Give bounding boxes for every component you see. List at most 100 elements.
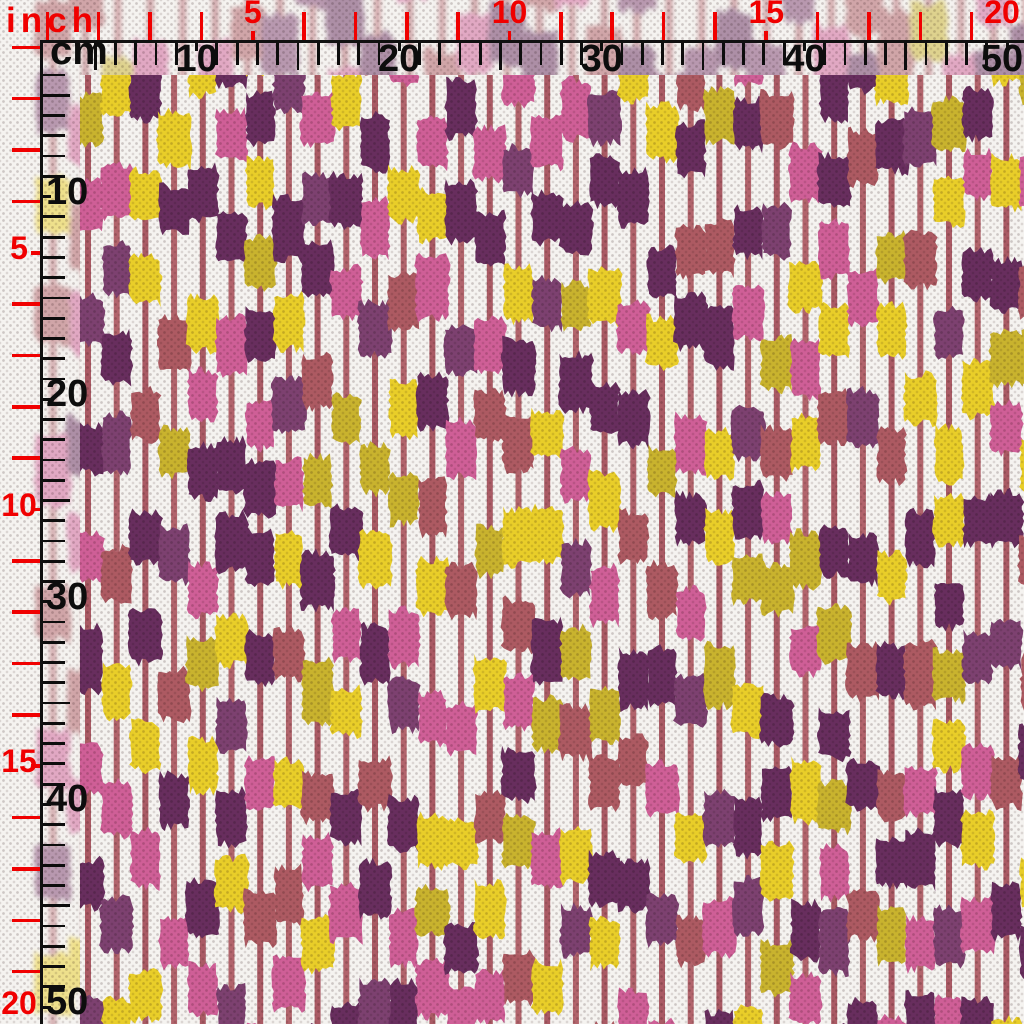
cm-number-40: 40 [783,38,826,80]
inch-tick-4 [199,12,204,40]
cm-tick-left-41 [43,823,65,827]
cm-tick-31 [620,43,624,65]
inch-tick-left-9 [12,456,40,460]
cm-tick-28 [559,43,563,65]
cm-tick-10 [195,43,199,51]
cm-tick-left-32 [43,640,65,644]
cm-tick-left-34 [43,681,65,685]
cm-tick-42 [843,43,847,65]
cm-tick-left-39 [43,782,65,786]
inch-number-left-20: 20 [1,985,37,1021]
cm-tick-7 [134,43,138,65]
cm-tick-left-9 [43,174,65,178]
cm-tick-left-5 [43,93,70,97]
cm-tick-left-29 [43,580,65,583]
cm-tick-20 [397,43,401,51]
inch-tick-left-11 [12,559,40,563]
cm-tick-left-22 [43,438,65,442]
cm-tick-23 [458,43,462,65]
cm-tick-48 [965,43,968,65]
cm-tick-17 [337,43,340,65]
cm-tick-33 [661,43,664,65]
cm-tick-left-14 [43,276,65,280]
cm-tick-left-40 [43,802,51,806]
cm-tick-22 [438,43,442,65]
cm-tick-left-49 [43,985,65,989]
cm-number-10: 10 [175,38,218,80]
inch-tick-15 [764,31,769,40]
cm-tick-38 [762,43,766,65]
cm-tick-47 [944,43,948,65]
fabric-pattern-area [80,75,1024,1024]
cm-tick-34 [681,43,685,65]
cm-tick-left-44 [43,884,65,887]
inch-tick-17 [867,12,871,40]
cm-number-30: 30 [580,38,623,80]
inch-tick-10 [507,31,512,40]
ruler-left-line [40,40,43,1024]
inch-number-20: 20 [984,0,1020,30]
inch-tick-13 [661,12,666,40]
inch-tick-left-15 [31,764,40,769]
cm-tick-left-47 [43,944,65,948]
cm-tick-36 [721,43,725,65]
cm-tick-left-45 [43,904,70,908]
cm-tick-24 [478,43,482,65]
inch-number-left-15: 15 [1,743,37,780]
inch-number-10: 10 [491,0,528,30]
inch-number-left-10: 10 [1,486,37,523]
cm-number-left-50: 50 [46,981,89,1023]
cm-tick-left-18 [43,357,65,361]
inch-tick-left-5 [31,250,40,255]
cm-tick-15 [296,43,300,70]
cm-tick-left-37 [43,742,65,746]
cm-tick-left-35 [43,701,70,705]
cm-tick-left-4 [43,73,65,77]
cm-tick-left-24 [43,478,65,482]
inch-tick-left-8 [12,405,40,409]
inch-tick-left-16 [12,815,40,820]
cm-tick-19 [377,43,381,65]
cm-number-left-10: 10 [46,170,89,213]
cm-tick-8 [154,43,158,65]
cm-number-20: 20 [378,38,421,80]
cm-tick-37 [742,43,746,65]
cm-tick-left-21 [43,418,65,421]
cm-tick-left-19 [43,377,65,381]
cm-tick-43 [863,43,867,65]
cm-tick-left-31 [43,620,65,624]
cm-tick-25 [499,43,502,70]
cm-tick-27 [539,43,543,65]
cm-tick-left-28 [43,559,65,563]
inch-tick-18 [918,12,923,40]
inch-tick-left-17 [12,867,40,871]
cm-tick-left-7 [43,134,65,138]
cm-tick-40 [802,43,806,51]
cm-tick-49 [985,43,989,65]
cm-tick-29 [580,43,583,65]
inch-number-15: 15 [748,0,785,30]
cm-tick-left-43 [43,863,65,867]
cm-tick-left-25 [43,499,70,502]
cm-tick-left-46 [43,924,65,928]
cm-tick-left-10 [43,195,51,199]
cm-tick-left-17 [43,337,65,340]
cm-tick-left-23 [43,458,65,462]
cm-number-left-30: 30 [46,575,89,618]
cm-tick-9 [174,43,178,65]
cm-tick-left-15 [43,296,70,300]
cm-tick-left-20 [43,397,51,401]
inch-tick-16 [815,12,820,40]
cm-tick-left-38 [43,762,65,766]
cm-tick-13 [255,43,259,65]
cm-number-left-20: 20 [46,373,89,416]
cm-tick-12 [235,43,239,65]
cm-tick-left-13 [43,255,65,259]
inch-tick-left-4 [12,199,40,204]
inch-tick-left-10 [31,507,40,512]
cm-tick-35 [701,43,705,70]
cm-tick-left-8 [43,154,65,158]
cm-tick-left-26 [43,519,65,523]
inch-tick-1 [45,12,50,40]
cm-tick-left-36 [43,721,65,725]
